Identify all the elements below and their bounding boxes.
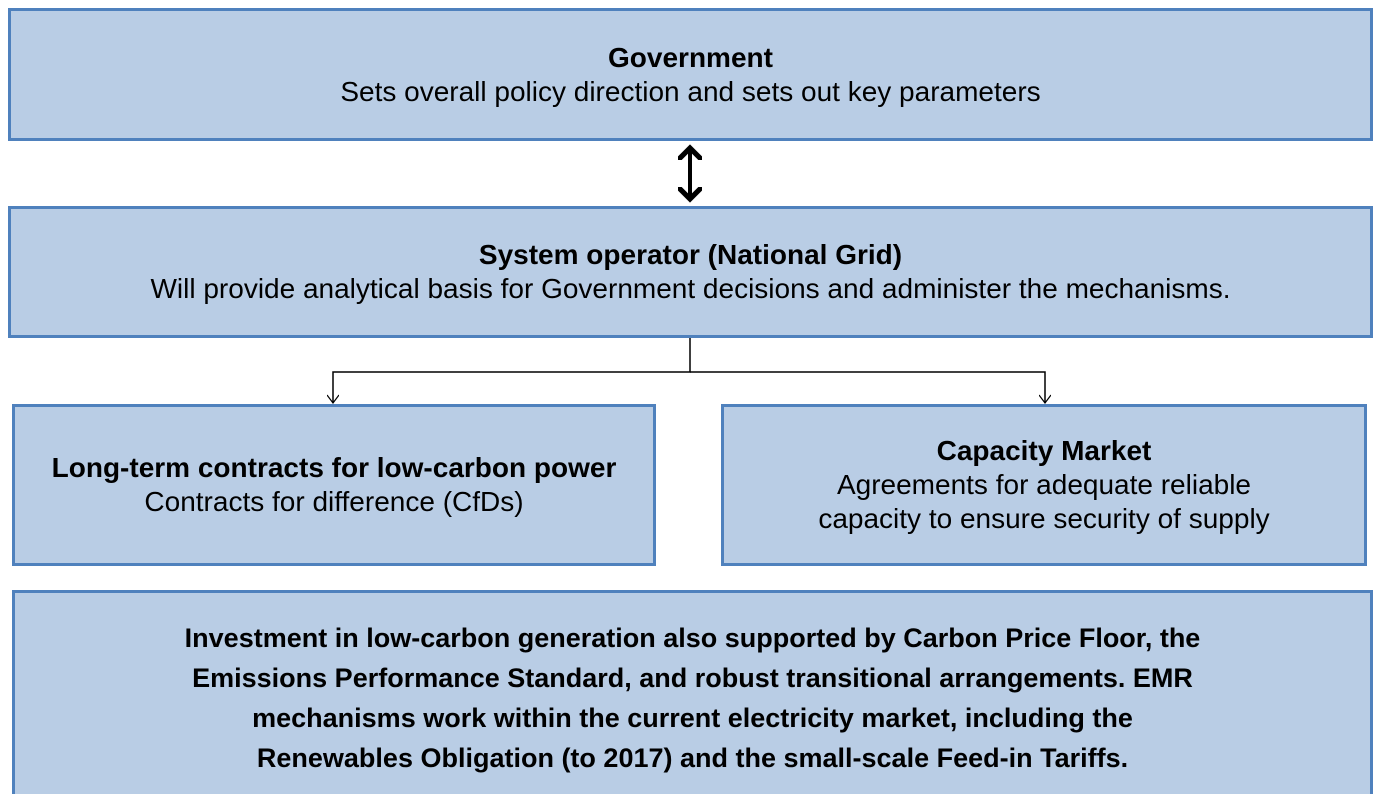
capacity-market-box: Capacity Market Agreements for adequate … (721, 404, 1367, 566)
footer-line: Renewables Obligation (to 2017) and the … (256, 742, 1129, 773)
box-text: Contracts for difference (CfDs) (144, 486, 524, 517)
box-title: Government (608, 41, 773, 73)
box-title: Long-term contracts for low-carbon power (51, 452, 617, 483)
system-operator-box: System operator (National Grid) Will pro… (8, 206, 1373, 338)
box-text: Will provide analytical basis for Govern… (150, 273, 1231, 304)
box-text: Sets overall policy direction and sets o… (340, 75, 1041, 107)
box-title: Capacity Market (936, 435, 1152, 466)
footer-box: Investment in low-carbon generation also… (12, 590, 1373, 794)
box-title: System operator (National Grid) (478, 239, 903, 270)
arrow-left (333, 337, 691, 403)
footer-line: mechanisms work within the current elect… (252, 702, 1133, 733)
contracts-box: Long-term contracts for low-carbon power… (12, 404, 656, 566)
arrow-right (690, 371, 1045, 403)
government-box: Government Sets overall policy direction… (8, 8, 1373, 141)
footer-line: Investment in low-carbon generation also… (184, 622, 1201, 653)
box-text: Agreements for adequate reliable (836, 469, 1252, 500)
footer-line: Emissions Performance Standard, and robu… (192, 662, 1193, 693)
box-text: capacity to ensure security of supply (818, 503, 1270, 534)
